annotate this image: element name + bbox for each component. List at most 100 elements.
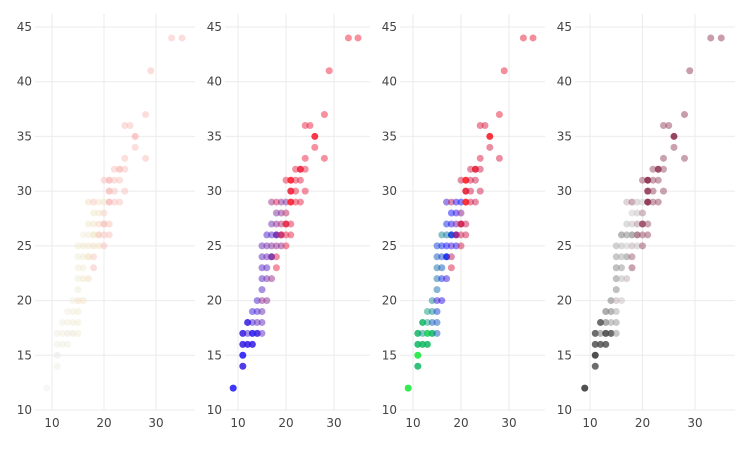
data-point [628,253,636,261]
data-point [277,198,285,206]
data-point [639,220,646,228]
data-point [447,198,455,206]
data-point [649,198,657,206]
data-point [443,242,451,250]
data-point [639,209,646,217]
y-tick-label: 20 [17,294,32,308]
y-tick-label: 15 [557,348,572,362]
data-point [414,329,422,337]
data-point [447,209,455,217]
data-point [452,209,460,217]
data-point [649,176,657,184]
data-point [462,231,470,239]
x-tick-label: 10 [230,416,245,430]
data-point [618,297,625,305]
data-point [467,198,475,206]
data-point [282,176,290,184]
data-point [654,198,662,206]
data-point [623,231,631,239]
data-point [131,132,139,140]
data-point [292,198,300,206]
data-point [53,351,61,359]
data-point [633,231,641,239]
data-point [311,143,319,151]
data-point [74,275,82,283]
data-point [597,340,604,348]
data-point [649,187,657,195]
data-point [277,209,285,217]
data-point [681,111,688,119]
data-point [239,329,247,337]
data-point [282,242,290,250]
data-point [64,318,72,326]
data-point [628,264,636,272]
data-point [84,220,92,228]
data-point [268,231,276,239]
data-point [452,242,460,250]
data-point [282,209,290,217]
y-tick-label: 45 [207,20,222,34]
data-point [69,318,77,326]
y-tick-label: 35 [557,129,572,143]
y-tick-label: 10 [382,403,397,417]
x-tick-label: 20 [453,416,468,430]
data-point [654,176,662,184]
data-point [476,121,484,129]
data-point [628,231,636,239]
x-tick-label: 30 [501,416,516,430]
data-point [423,329,431,337]
data-point [116,176,124,184]
data-point [433,286,441,294]
data-point [471,176,479,184]
data-point [239,362,247,370]
data-point [84,253,92,261]
data-point [84,242,92,250]
data-point [105,231,113,239]
data-point [258,308,266,316]
data-point [74,264,82,272]
data-point [644,176,652,184]
data-point [74,253,82,261]
y-tick-label: 10 [17,403,32,417]
data-point [74,286,82,294]
data-point [414,351,422,359]
data-point [519,34,527,42]
data-point [354,34,362,42]
data-point [268,198,276,206]
data-point [268,242,276,250]
data-point [110,198,118,206]
data-point [433,308,441,316]
y-tick-label: 35 [207,129,222,143]
data-point [258,286,266,294]
data-point [670,132,678,140]
data-point [457,209,465,217]
data-point [476,154,484,162]
data-point [58,340,66,348]
data-point [272,253,280,261]
data-point [79,253,87,261]
data-point [597,329,604,337]
data-point [239,351,247,359]
data-point [90,209,98,217]
data-point [53,362,61,370]
data-point [433,264,441,272]
data-point [457,198,465,206]
data-point [644,198,652,206]
data-point [717,34,725,42]
data-point [53,329,61,337]
data-point [457,231,465,239]
data-point [686,67,694,75]
y-tick-label: 20 [557,294,572,308]
data-point [95,209,103,217]
data-point [110,187,118,195]
data-point [607,297,615,305]
data-point [665,121,673,129]
data-point [452,198,460,206]
panel-3: 10 15 20 25 30 35 40 45 10 20 30 [382,14,545,430]
data-point [263,242,271,250]
y-tick-label: 25 [382,239,397,253]
data-point [344,34,352,42]
data-point [612,297,620,305]
data-point [168,34,176,42]
data-point [457,242,465,250]
